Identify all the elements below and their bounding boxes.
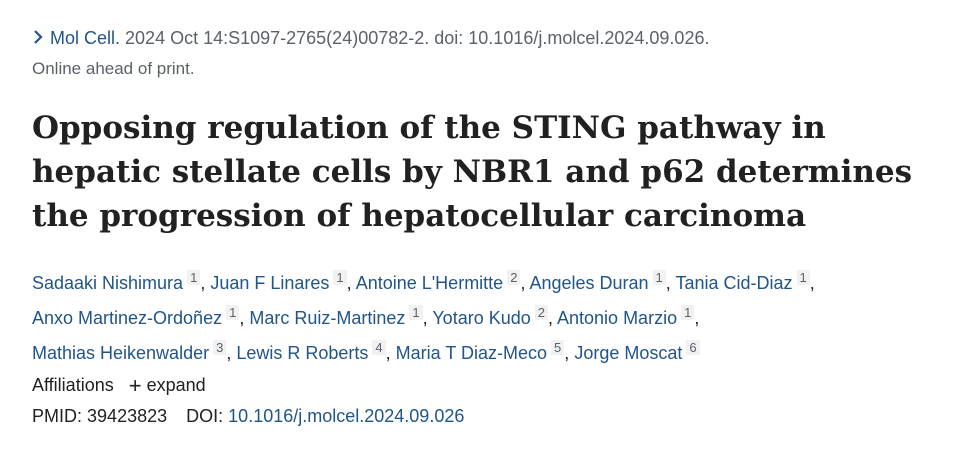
identifiers: PMID: 39423823 DOI: 10.1016/j.molcel.202…: [32, 406, 464, 427]
author: Yotaro Kudo 2,: [432, 305, 553, 328]
author-separator: ,: [239, 308, 245, 328]
affiliations-label: Affiliations: [32, 375, 114, 395]
affiliation-number[interactable]: 4: [372, 340, 386, 355]
author-name[interactable]: Antoine L'Hermitte: [355, 273, 504, 293]
article-title: Opposing regulation of the STING pathway…: [32, 110, 913, 234]
author-separator: ,: [200, 273, 206, 293]
doi-link[interactable]: 10.1016/j.molcel.2024.09.026: [228, 406, 465, 426]
affiliation-number[interactable]: 5: [551, 340, 565, 355]
affiliation-number[interactable]: 3: [213, 340, 227, 355]
author: Antoine L'Hermitte 2,: [355, 270, 526, 293]
expand-toggle[interactable]: + expand: [128, 373, 206, 398]
author-separator: ,: [665, 273, 671, 293]
affiliation-number[interactable]: 2: [534, 305, 548, 320]
author-name[interactable]: Yotaro Kudo: [432, 308, 531, 328]
author-separator: ,: [385, 343, 391, 363]
author: Mathias Heikenwalder 3,: [32, 340, 232, 363]
author: Maria T Diaz-Meco 5,: [395, 340, 570, 363]
author-name[interactable]: Juan F Linares: [210, 273, 330, 293]
author: Marc Ruiz-Martinez 1,: [249, 305, 428, 328]
author-name[interactable]: Anxo Martinez-Ordoñez: [32, 308, 223, 328]
author-separator: ,: [520, 273, 526, 293]
author: Jorge Moscat 6: [574, 340, 700, 363]
author: Angeles Duran 1,: [529, 270, 671, 293]
affiliation-number[interactable]: 1: [681, 305, 695, 320]
author-name[interactable]: Sadaaki Nishimura: [32, 273, 184, 293]
affiliation-number[interactable]: 1: [187, 270, 201, 285]
author: Lewis R Roberts 4,: [236, 340, 391, 363]
author: Tania Cid-Diaz 1,: [675, 270, 815, 293]
author: Antonio Marzio 1,: [557, 305, 700, 328]
affiliation-number[interactable]: 1: [409, 305, 423, 320]
author-name[interactable]: Tania Cid-Diaz: [675, 273, 793, 293]
author-list: Sadaaki Nishimura 1, Juan F Linares 1, Ant…: [32, 263, 902, 368]
affiliation-number[interactable]: 1: [226, 305, 240, 320]
pmid-label: PMID:: [32, 406, 83, 426]
journal-link[interactable]: Mol Cell.: [50, 28, 121, 48]
affiliation-number[interactable]: 1: [652, 270, 666, 285]
expand-label[interactable]: expand: [146, 375, 206, 395]
affiliation-number[interactable]: 1: [796, 270, 810, 285]
author-separator: ,: [809, 273, 815, 293]
affiliation-number[interactable]: 1: [333, 270, 347, 285]
affiliation-number[interactable]: 6: [686, 340, 700, 355]
citation-details: 2024 Oct 14:S1097-2765(24)00782-2. doi: …: [125, 28, 710, 48]
author-name[interactable]: Angeles Duran: [529, 273, 649, 293]
author-name[interactable]: Antonio Marzio: [557, 308, 678, 328]
author: Juan F Linares 1,: [210, 270, 352, 293]
pmid: 39423823: [87, 406, 168, 426]
author-separator: ,: [346, 273, 352, 293]
affiliations: Affiliations + expand: [32, 373, 206, 399]
author: Anxo Martinez-Ordoñez 1,: [32, 305, 245, 328]
author-name[interactable]: Maria T Diaz-Meco: [395, 343, 548, 363]
chevron-icon: [34, 30, 43, 44]
author-separator: ,: [226, 343, 232, 363]
author-name[interactable]: Lewis R Roberts: [236, 343, 369, 363]
author-separator: ,: [422, 308, 428, 328]
author-separator: ,: [547, 308, 553, 328]
author-separator: ,: [564, 343, 570, 363]
author-name[interactable]: Jorge Moscat: [574, 343, 683, 363]
doi-label: DOI:: [186, 406, 224, 426]
citation: Mol Cell. 2024 Oct 14:S1097-2765(24)0078…: [32, 28, 709, 49]
author: Sadaaki Nishimura 1,: [32, 270, 206, 293]
publication-status: Online ahead of print.: [32, 59, 195, 78]
author-name[interactable]: Mathias Heikenwalder: [32, 343, 210, 363]
affiliation-number[interactable]: 2: [507, 270, 521, 285]
author-name[interactable]: Marc Ruiz-Martinez: [249, 308, 406, 328]
author-separator: ,: [694, 308, 700, 328]
